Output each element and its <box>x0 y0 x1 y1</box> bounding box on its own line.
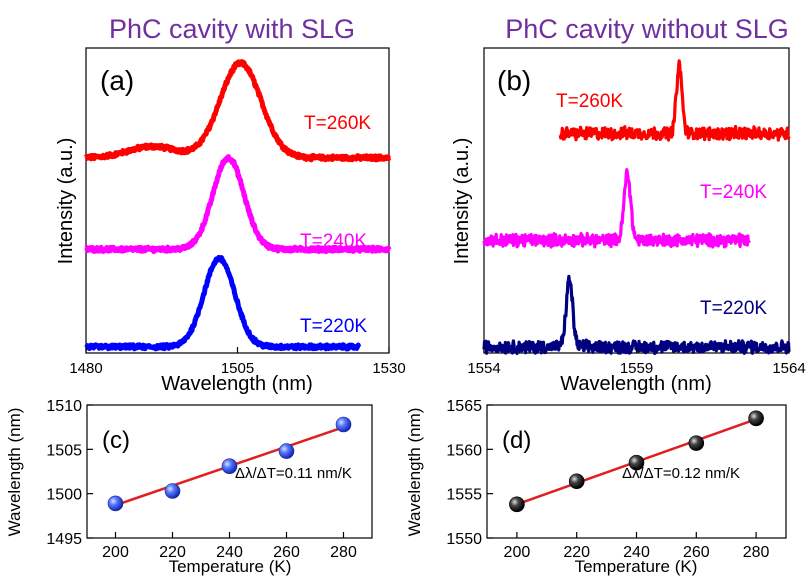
point-d-3 <box>688 435 705 451</box>
xtick-label-a-2: 1530 <box>372 360 405 377</box>
panel-b-xticks: 1554 1559 1564 <box>467 347 806 377</box>
panel-d-yticks: 1550 1555 1560 1565 <box>446 398 493 548</box>
xtick-label-a-1: 1505 <box>221 360 254 377</box>
panel-b-ylabel: Intensity (a.u.) <box>451 138 473 265</box>
panel-a-ylabel: Intensity (a.u.) <box>55 138 77 265</box>
xtick-label-b-1: 1559 <box>620 360 653 377</box>
xtick-label-c-2: 240 <box>216 544 243 561</box>
panel-b-series-group: T=260K T=240K T=220K <box>482 59 791 356</box>
panel-a-series-group: T=260K T=240K T=220K <box>83 59 392 352</box>
ytick-label-d-0: 1550 <box>446 531 482 548</box>
panel-c-xlabel: Temperature (K) <box>169 557 292 576</box>
xtick-label-d-4: 280 <box>743 544 770 561</box>
panel-a-label: (a) <box>100 65 134 96</box>
panel-b-xlabel: Wavelength (nm) <box>560 373 712 395</box>
header-left: PhC cavity with SLG <box>109 14 355 44</box>
ytick-label-c-0: 1495 <box>46 531 82 548</box>
point-c-2 <box>221 458 238 474</box>
point-d-0 <box>509 496 525 513</box>
xtick-label-b-0: 1554 <box>467 360 500 377</box>
panel-a-xticks: 1480 1505 1530 <box>69 347 406 377</box>
spectrum-a-t-240k <box>84 154 392 255</box>
panel-d-ylabel: Wavelength (nm) <box>405 408 424 537</box>
xtick-label-c-4: 280 <box>330 544 357 561</box>
panel-c-ylabel: Wavelength (nm) <box>5 408 24 537</box>
point-c-1 <box>164 483 181 499</box>
xtick-label-c-1: 220 <box>159 544 186 561</box>
panel-b-label: (b) <box>497 65 531 96</box>
series-label-b-2: T=220K <box>700 298 767 319</box>
point-c-4 <box>335 416 352 433</box>
series-label-a-2: T=220K <box>300 316 367 337</box>
panel-b-spectra: (b) T=260K T=240K T=220K 1554 1559 1564 Inte… <box>451 47 806 395</box>
point-d-2 <box>628 454 645 471</box>
ytick-label-d-3: 1565 <box>446 398 482 415</box>
spectrum-a-t-220k <box>84 254 362 352</box>
xtick-label-d-2: 240 <box>623 544 650 561</box>
ytick-label-d-2: 1560 <box>446 442 482 459</box>
point-d-1 <box>568 473 585 490</box>
panel-c-points <box>107 416 352 512</box>
point-c-3 <box>278 443 295 459</box>
series-label-a-1: T=240K <box>300 231 367 252</box>
point-c-0 <box>107 495 124 512</box>
xtick-label-b-2: 1564 <box>772 360 805 377</box>
ytick-label-c-1: 1500 <box>46 487 82 504</box>
series-label-a-0: T=260K <box>304 113 371 134</box>
panel-a-xlabel: Wavelength (nm) <box>161 373 313 395</box>
panel-c-label: (c) <box>102 427 130 454</box>
ytick-label-c-2: 1505 <box>46 442 82 459</box>
xtick-label-d-0: 200 <box>504 544 531 561</box>
xtick-label-c-3: 260 <box>273 544 300 561</box>
panel-d-points <box>509 410 764 513</box>
xtick-label-d-1: 220 <box>563 544 590 561</box>
xtick-label-a-0: 1480 <box>69 360 102 377</box>
panel-d-xticks: 200 220 240 260 280 <box>504 532 770 561</box>
spectrum-a-t-260k <box>83 59 392 163</box>
panel-d-fit: (d) 1550 1555 1560 1565 200 220 240 260 280 Δλ/… <box>405 398 787 576</box>
panel-c-yticks: 1495 1500 1505 1510 <box>46 398 93 548</box>
panel-d-xlabel: Temperature (K) <box>575 557 698 576</box>
series-label-b-1: T=240K <box>700 182 767 203</box>
panel-c-xticks: 200 220 240 260 280 <box>102 532 357 561</box>
spectrum-b-t-260k <box>558 59 791 142</box>
point-d-4 <box>748 410 764 427</box>
panel-d-label: (d) <box>502 427 531 454</box>
xtick-label-c-0: 200 <box>102 544 129 561</box>
header-right: PhC cavity without SLG <box>505 14 789 44</box>
ytick-label-c-3: 1510 <box>46 398 82 415</box>
panel-a-spectra: (a) T=260K T=240K T=220K 1480 1505 1530 Inte… <box>55 47 406 395</box>
panel-d-annotation: Δλ/ΔT=0.12 nm/K <box>622 465 740 482</box>
xtick-label-d-3: 260 <box>683 544 710 561</box>
panel-c-annotation: Δλ/ΔT=0.11 nm/K <box>235 465 352 482</box>
series-label-b-0: T=260K <box>556 91 623 112</box>
spectrum-b-t-240k <box>482 168 751 249</box>
ytick-label-d-1: 1555 <box>446 487 482 504</box>
panel-c-fit: (c) 1495 1500 1505 1510 200 220 240 260 280 Δλ/… <box>5 398 373 576</box>
